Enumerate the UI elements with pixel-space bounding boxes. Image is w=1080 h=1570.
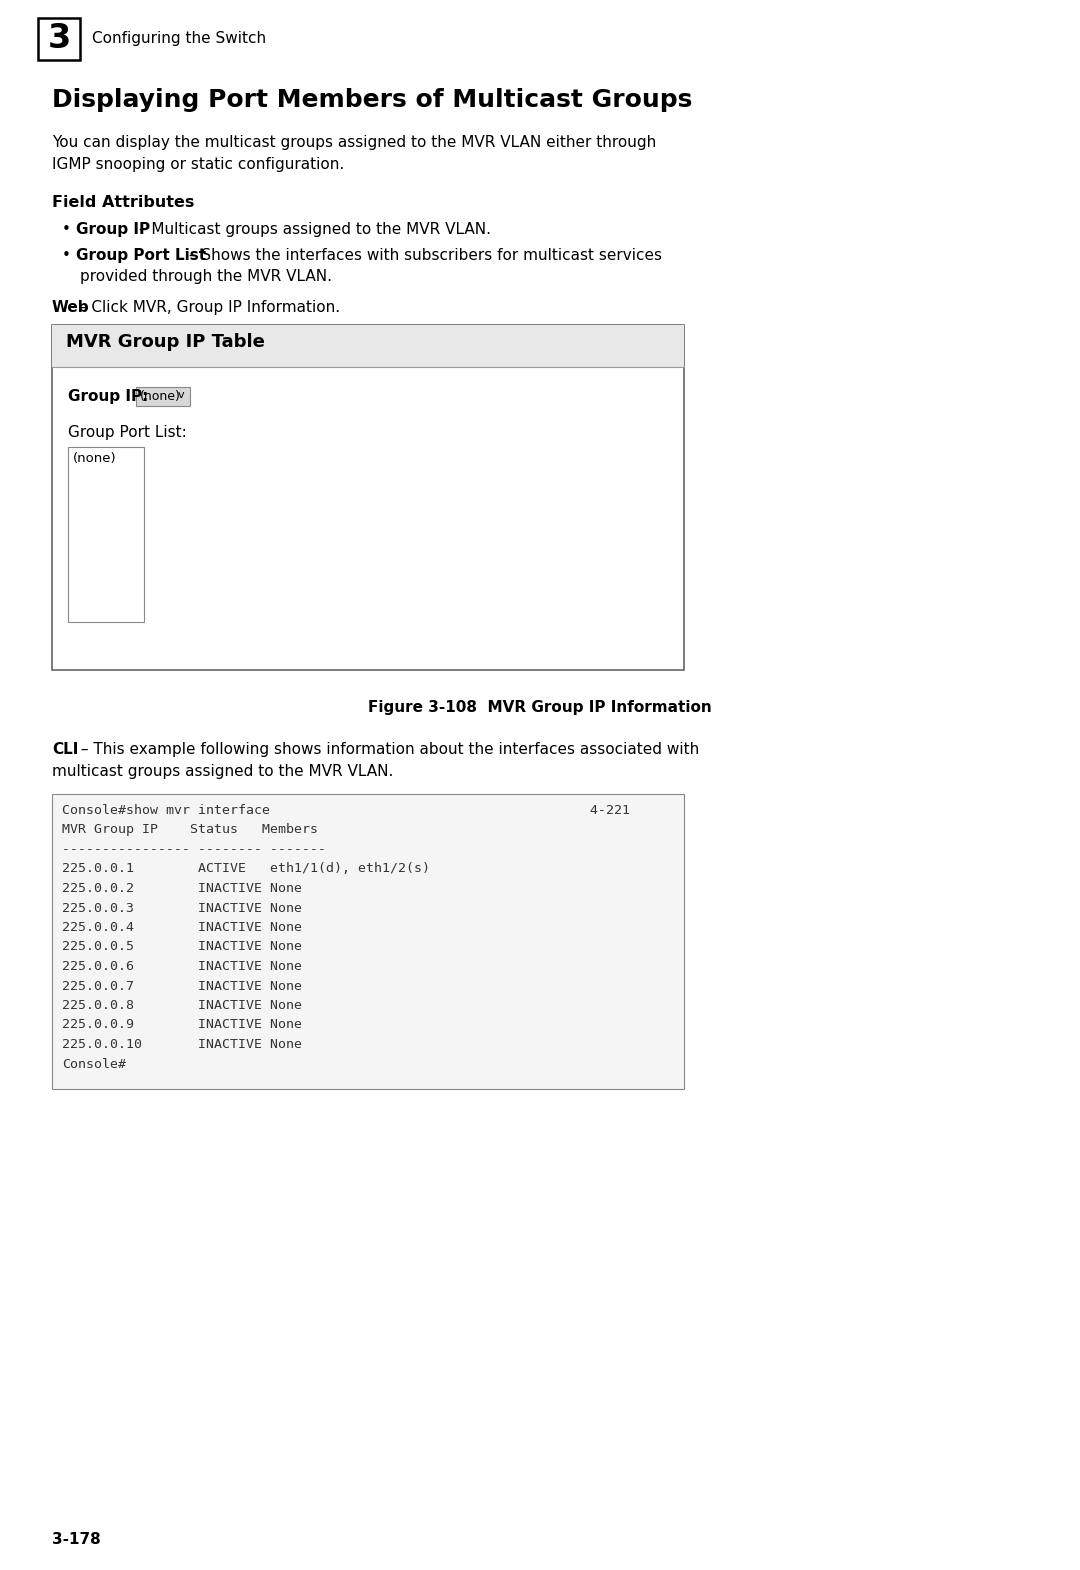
Text: 3: 3 xyxy=(48,22,70,55)
Text: Group IP: Group IP xyxy=(76,221,150,237)
Text: ---------------- -------- -------: ---------------- -------- ------- xyxy=(62,843,326,856)
Text: MVR Group IP Table: MVR Group IP Table xyxy=(66,333,265,352)
Text: 3-178: 3-178 xyxy=(52,1532,100,1546)
Text: 225.0.0.10       INACTIVE None: 225.0.0.10 INACTIVE None xyxy=(62,1038,302,1050)
Text: 225.0.0.5        INACTIVE None: 225.0.0.5 INACTIVE None xyxy=(62,940,302,953)
Text: – Shows the interfaces with subscribers for multicast services: – Shows the interfaces with subscribers … xyxy=(184,248,662,264)
Text: 225.0.0.6        INACTIVE None: 225.0.0.6 INACTIVE None xyxy=(62,959,302,973)
Text: Field Attributes: Field Attributes xyxy=(52,195,194,210)
Text: Group Port List:: Group Port List: xyxy=(68,425,187,440)
Bar xyxy=(52,794,684,1090)
Text: 225.0.0.7        INACTIVE None: 225.0.0.7 INACTIVE None xyxy=(62,980,302,992)
Text: Console#show mvr interface                                        4-221: Console#show mvr interface 4-221 xyxy=(62,804,630,816)
Text: 225.0.0.3        INACTIVE None: 225.0.0.3 INACTIVE None xyxy=(62,901,302,914)
Text: CLI: CLI xyxy=(52,743,79,757)
Text: 225.0.0.1        ACTIVE   eth1/1(d), eth1/2(s): 225.0.0.1 ACTIVE eth1/1(d), eth1/2(s) xyxy=(62,862,430,876)
Text: 225.0.0.2        INACTIVE None: 225.0.0.2 INACTIVE None xyxy=(62,882,302,895)
Bar xyxy=(52,325,684,367)
Text: Displaying Port Members of Multicast Groups: Displaying Port Members of Multicast Gro… xyxy=(52,88,692,111)
Text: provided through the MVR VLAN.: provided through the MVR VLAN. xyxy=(80,268,332,284)
Text: 225.0.0.9        INACTIVE None: 225.0.0.9 INACTIVE None xyxy=(62,1019,302,1031)
Text: •: • xyxy=(62,248,71,264)
Text: multicast groups assigned to the MVR VLAN.: multicast groups assigned to the MVR VLA… xyxy=(52,765,393,779)
Text: Group IP:: Group IP: xyxy=(68,389,148,403)
Text: – Multicast groups assigned to the MVR VLAN.: – Multicast groups assigned to the MVR V… xyxy=(134,221,490,237)
Text: MVR Group IP    Status   Members: MVR Group IP Status Members xyxy=(62,824,318,837)
Bar xyxy=(136,386,190,407)
Text: You can display the multicast groups assigned to the MVR VLAN either through: You can display the multicast groups ass… xyxy=(52,135,657,151)
Text: Web: Web xyxy=(52,300,90,316)
Text: – Click MVR, Group IP Information.: – Click MVR, Group IP Information. xyxy=(75,300,340,316)
Text: 225.0.0.8        INACTIVE None: 225.0.0.8 INACTIVE None xyxy=(62,999,302,1013)
Text: IGMP snooping or static configuration.: IGMP snooping or static configuration. xyxy=(52,157,345,173)
Text: – This example following shows information about the interfaces associated with: – This example following shows informati… xyxy=(76,743,699,757)
Text: •: • xyxy=(62,221,71,237)
Text: (none): (none) xyxy=(140,389,180,403)
Bar xyxy=(68,447,144,622)
Bar xyxy=(52,325,684,670)
Text: Configuring the Switch: Configuring the Switch xyxy=(92,31,266,47)
Text: 225.0.0.4        INACTIVE None: 225.0.0.4 INACTIVE None xyxy=(62,922,302,934)
Bar xyxy=(38,17,80,60)
Text: v: v xyxy=(178,389,185,400)
Text: (none): (none) xyxy=(73,452,117,465)
Text: Group Port List: Group Port List xyxy=(76,248,206,264)
Text: Figure 3-108  MVR Group IP Information: Figure 3-108 MVR Group IP Information xyxy=(368,700,712,714)
Text: Console#: Console# xyxy=(62,1058,126,1071)
